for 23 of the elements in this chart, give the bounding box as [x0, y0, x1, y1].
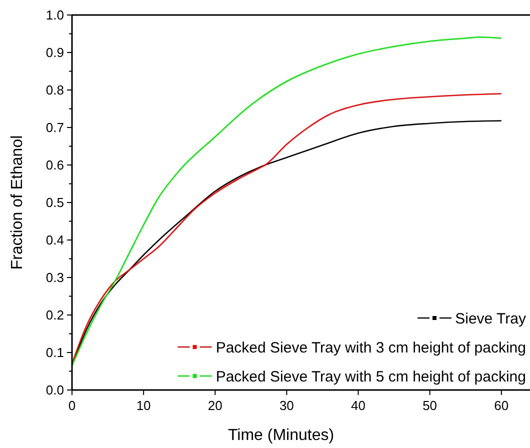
legend-label: Packed Sieve Tray with 3 cm height of packing — [216, 339, 526, 356]
x-tick-label: 60 — [494, 398, 509, 413]
y-tick-label: 0.8 — [46, 82, 64, 98]
y-axis-title: Fraction of Ethanol — [9, 135, 26, 270]
y-tick-label: 0.7 — [46, 120, 64, 136]
x-tick-label: 10 — [136, 398, 151, 413]
y-tick-label: 0.9 — [46, 45, 64, 60]
legend-label: Sieve Tray — [455, 310, 526, 328]
y-tick-label: 0.1 — [46, 345, 64, 360]
y-tick-label: 0.2 — [46, 308, 64, 323]
x-tick-label: 20 — [208, 398, 222, 413]
x-tick-label: 30 — [279, 398, 294, 413]
y-tick-label: 0.5 — [46, 195, 64, 210]
y-tick-label: 0.6 — [46, 158, 64, 173]
y-tick-label: 0.3 — [46, 270, 64, 286]
legend-label: Packed Sieve Tray with 5 cm height of packing — [216, 368, 526, 386]
x-axis-title: Time (Minutes) — [228, 427, 334, 444]
x-tick-label: 50 — [422, 398, 438, 413]
y-tick-label: 0.4 — [46, 232, 64, 248]
x-tick-label: 0 — [68, 398, 76, 413]
x-tick-label: 40 — [351, 398, 366, 413]
y-tick-label: 1.0 — [46, 8, 64, 23]
y-tick-label: 0.0 — [46, 382, 64, 398]
